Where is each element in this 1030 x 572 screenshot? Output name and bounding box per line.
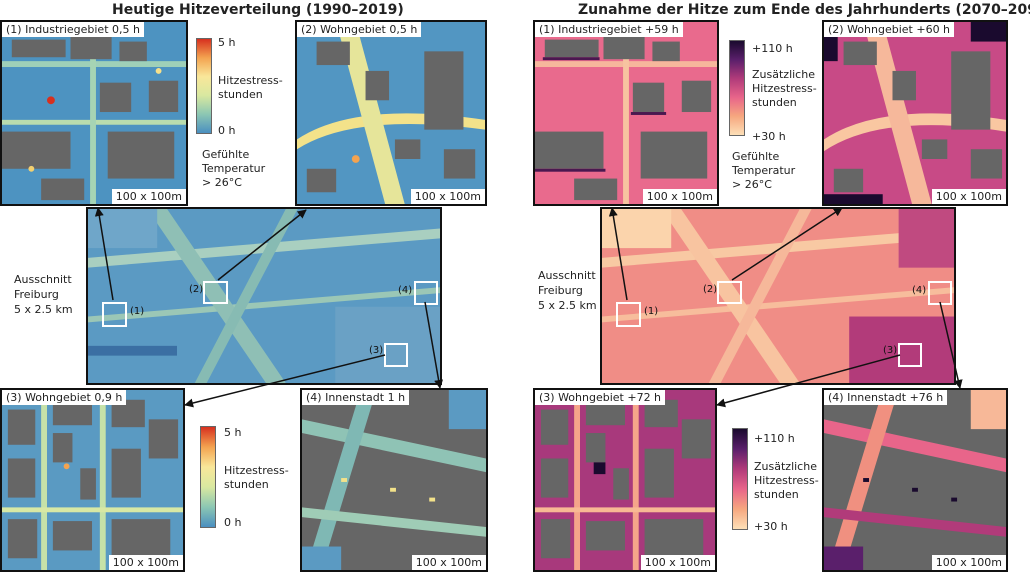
side-line-1: Ausschnitt (538, 269, 596, 282)
colorbar-name-3: stunden (754, 488, 799, 501)
colorbar-name-2: stunden (218, 88, 263, 101)
colorbar-min: +30 h (752, 130, 786, 143)
location-box-3 (898, 343, 922, 367)
right-overview-map: (1) (2) (3) (4) (600, 207, 956, 385)
side-line-1: Ausschnitt (14, 273, 72, 286)
box-label-3: (3) (883, 345, 898, 356)
colorbar-now (196, 38, 212, 134)
colorbar-name-1: Hitzestress- (224, 464, 289, 477)
box-label-1: (1) (130, 306, 145, 317)
left-panel-innenstadt: (4) Innenstadt 1 h 100 x 100m (300, 388, 488, 572)
colorbar-now-2 (200, 426, 216, 528)
heatmap-tile (302, 390, 486, 570)
note-2: Temperatur (202, 162, 266, 175)
left-panel-industriegebiet: (1) Industriegebiet 0,5 h 100 x 100m (0, 20, 188, 206)
location-box-2 (203, 281, 228, 304)
right-side-caption: Ausschnitt Freiburg 5 x 2.5 km (538, 268, 597, 313)
panel-label: (2) Wohngebiet 0,5 h (297, 22, 422, 37)
left-side-caption: Ausschnitt Freiburg 5 x 2.5 km (14, 272, 73, 317)
colorbar-name-1: Zusätzliche (752, 68, 815, 81)
colorbar-max: +110 h (754, 432, 795, 445)
left-title: Heutige Hitzeverteilung (1990–2019) (112, 2, 404, 18)
panel-label: (2) Wohngebiet +60 h (824, 22, 955, 37)
panel-label: (1) Industriegebiet +59 h (535, 22, 683, 37)
note-1: Gefühlte (202, 148, 250, 161)
heatmap-tile (535, 390, 715, 570)
colorbar-future (729, 40, 745, 136)
colorbar-name-1: Hitzestress- (218, 74, 283, 87)
box-label-4: (4) (398, 285, 413, 296)
side-line-2: Freiburg (538, 284, 583, 297)
heatmap-tile (297, 22, 485, 204)
box-label-2: (2) (703, 284, 718, 295)
colorbar-max: 5 h (224, 426, 242, 439)
note-3: > 26°C (202, 176, 242, 189)
side-line-2: Freiburg (14, 288, 59, 301)
panel-label: (4) Innenstadt 1 h (302, 390, 410, 405)
colorbar-name-2: stunden (224, 478, 269, 491)
heatmap-tile (2, 390, 183, 570)
box-label-3: (3) (369, 345, 384, 356)
overview-heatmap (602, 209, 954, 383)
location-box-2 (717, 281, 742, 304)
colorbar-name-2: Hitzestress- (752, 82, 817, 95)
colorbar-min: +30 h (754, 520, 788, 533)
colorbar-name-3: stunden (752, 96, 797, 109)
scale-label: 100 x 100m (111, 189, 186, 204)
location-box-1 (616, 302, 641, 327)
colorbar-future-2 (732, 428, 748, 530)
colorbar-min: 0 h (224, 516, 242, 529)
scale-label: 100 x 100m (640, 555, 715, 570)
side-line-3: 5 x 2.5 km (14, 303, 73, 316)
colorbar-max: +110 h (752, 42, 793, 55)
panel-label: (1) Industriegebiet 0,5 h (2, 22, 144, 37)
location-box-4 (928, 281, 952, 305)
scale-label: 100 x 100m (411, 555, 486, 570)
box-label-4: (4) (912, 285, 927, 296)
colorbar-min: 0 h (218, 124, 236, 137)
colorbar-max: 5 h (218, 36, 236, 49)
heatmap-tile (824, 390, 1006, 570)
panel-label: (4) Innenstadt +76 h (824, 390, 948, 405)
scale-label: 100 x 100m (931, 189, 1006, 204)
note-1: Gefühlte (732, 150, 780, 163)
right-panel-industriegebiet: (1) Industriegebiet +59 h 100 x 100m (533, 20, 719, 206)
scale-label: 100 x 100m (410, 189, 485, 204)
scale-label: 100 x 100m (642, 189, 717, 204)
right-panel-wohngebiet-1: (2) Wohngebiet +60 h 100 x 100m (822, 20, 1008, 206)
heatmap-tile (2, 22, 186, 204)
colorbar-name-2: Hitzestress- (754, 474, 819, 487)
location-box-4 (414, 281, 438, 305)
box-label-1: (1) (644, 306, 659, 317)
right-panel-innenstadt: (4) Innenstadt +76 h 100 x 100m (822, 388, 1008, 572)
colorbar-name-1: Zusätzliche (754, 460, 817, 473)
heatmap-tile (824, 22, 1006, 204)
panel-label: (3) Wohngebiet +72 h (535, 390, 666, 405)
right-title: Zunahme der Hitze zum Ende des Jahrhunde… (578, 2, 1030, 18)
box-label-2: (2) (189, 284, 204, 295)
left-panel-wohngebiet-2: (3) Wohngebiet 0,9 h 100 x 100m (0, 388, 185, 572)
scale-label: 100 x 100m (108, 555, 183, 570)
side-line-3: 5 x 2.5 km (538, 299, 597, 312)
panel-label: (3) Wohngebiet 0,9 h (2, 390, 127, 405)
scale-label: 100 x 100m (931, 555, 1006, 570)
location-box-1 (102, 302, 127, 327)
heatmap-tile (535, 22, 717, 204)
right-panel-wohngebiet-2: (3) Wohngebiet +72 h 100 x 100m (533, 388, 717, 572)
left-panel-wohngebiet-1: (2) Wohngebiet 0,5 h 100 x 100m (295, 20, 487, 206)
left-overview-map: (1) (2) (3) (4) (86, 207, 442, 385)
note-2: Temperatur (732, 164, 796, 177)
note-3: > 26°C (732, 178, 772, 191)
location-box-3 (384, 343, 408, 367)
